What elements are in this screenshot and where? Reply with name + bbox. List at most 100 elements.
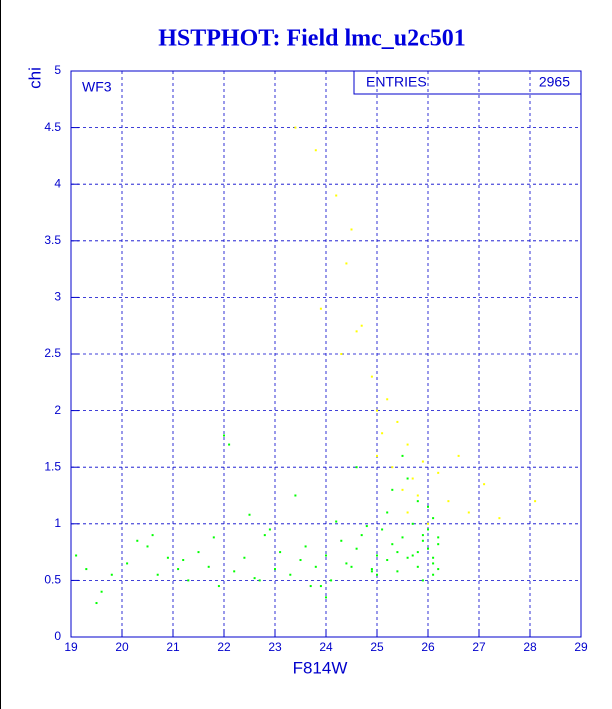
point [314,149,317,152]
point [432,517,435,520]
y-tick-label: 0 [54,629,61,643]
point [416,494,419,497]
point [411,554,414,557]
point [294,126,297,129]
y-tick-label: 3 [54,290,61,304]
point [396,570,399,573]
point [411,477,414,480]
y-tick-label: 1 [54,516,61,530]
x-tick-label: 22 [217,640,231,654]
point [447,500,450,503]
y-tick-label: 2.5 [44,346,61,360]
point [274,568,276,571]
point [401,454,404,457]
point [258,579,261,582]
y-tick-label: 5 [54,63,61,77]
point [345,262,348,265]
stats-label: ENTRIES [366,74,427,90]
point [483,483,486,486]
point [467,511,470,514]
point [406,443,409,446]
point [146,545,149,548]
x-tick-label: 24 [319,640,333,654]
point [437,543,440,546]
point [325,596,327,599]
point [325,554,327,557]
y-axis-label: chi [25,67,44,89]
point [299,559,302,562]
point [386,398,389,401]
point [391,466,394,469]
point [126,562,129,565]
x-tick-label: 21 [166,640,180,654]
point [75,554,78,557]
x-tick-label: 23 [268,640,282,654]
point [396,420,399,423]
point [319,307,322,310]
point [212,536,215,539]
point [100,590,103,593]
point [268,528,271,531]
point [416,565,419,568]
point [228,443,231,446]
point [370,570,373,573]
y-tick-label: 1.5 [44,459,61,473]
point [457,454,460,457]
point [314,565,317,568]
y-tick-label: 0.5 [44,573,61,587]
panel-label: WF3 [82,79,112,95]
x-tick-label: 28 [523,640,537,654]
x-tick-label: 19 [64,640,78,654]
point [427,547,429,550]
point [437,471,440,474]
x-axis-label: F814W [293,658,348,677]
point [151,534,154,537]
point [376,454,378,457]
point [421,579,424,582]
point [391,488,394,491]
point [182,559,185,562]
x-tick-label: 20 [115,640,129,654]
plot-frame [70,70,582,638]
point [187,579,190,582]
point [381,432,384,435]
x-tick-label: 29 [574,640,588,654]
point [406,511,409,514]
point [243,556,246,559]
point [421,460,424,463]
point [355,330,358,333]
point [386,511,389,514]
point [335,520,338,523]
point [166,556,169,559]
point [534,500,537,503]
point [421,539,424,542]
point [345,562,348,565]
point [427,522,429,525]
point [370,568,373,571]
point [437,536,440,539]
point [340,353,343,355]
point [411,522,414,525]
y-tick-label: 2 [54,403,61,417]
point [432,573,435,576]
point [330,579,333,582]
point [427,505,429,508]
x-tick-label: 27 [472,640,486,654]
point [350,228,353,231]
point [340,539,343,542]
point [401,488,404,491]
point [355,547,358,550]
point [110,573,113,576]
point [136,539,139,542]
point [309,585,312,588]
point [421,534,424,537]
point [279,551,282,554]
point [401,536,404,539]
point [386,559,389,562]
point [207,565,210,568]
stats-value: 2965 [539,74,570,90]
point [177,568,180,571]
plot-area: 19 20 21 22 23 24 25 26 27 28 29 0 0.5 1 1.5 2 2.5 3 3.5 4 4… [44,63,588,654]
point [253,577,256,580]
